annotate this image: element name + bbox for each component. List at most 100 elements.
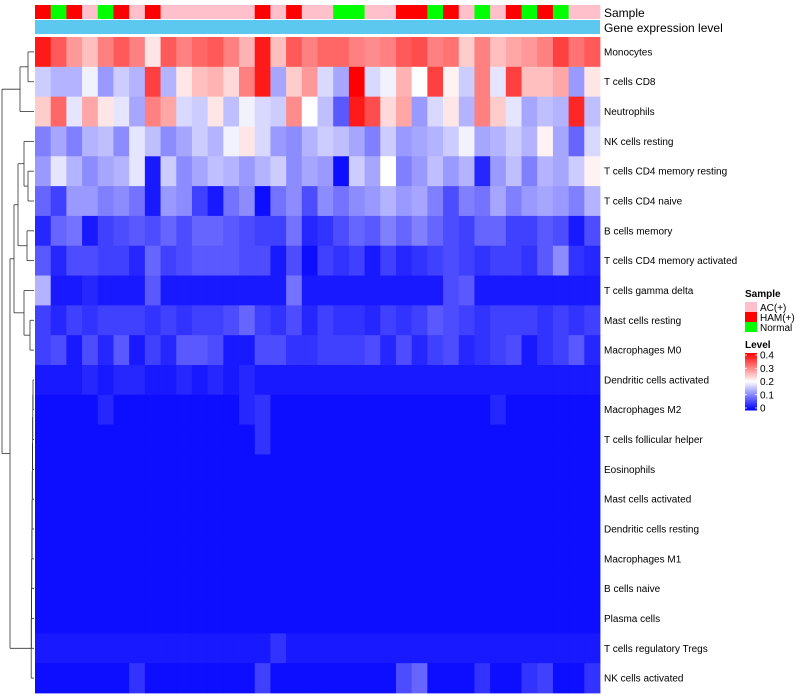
heatmap-cell: [113, 484, 130, 515]
heatmap-cell: [301, 245, 318, 276]
heatmap-cell: [176, 275, 193, 306]
heatmap-cell: [317, 603, 334, 634]
heatmap-cell: [113, 186, 130, 217]
heatmap-cell: [521, 126, 538, 157]
sample-annotation-cell: [160, 5, 177, 19]
heatmap-cell: [191, 543, 209, 575]
heatmap-cell: [160, 514, 177, 545]
heatmap-cell: [176, 156, 193, 187]
heatmap-cell: [474, 335, 491, 366]
heatmap-cell: [584, 66, 601, 98]
heatmap-cell: [35, 484, 52, 515]
level-legend-gradient-step: [745, 367, 757, 370]
heatmap-cell: [176, 454, 193, 485]
heatmap-cell: [207, 603, 224, 634]
heatmap-cell: [160, 335, 177, 366]
heatmap-cell: [521, 335, 538, 366]
heatmap-cell: [333, 424, 350, 455]
heatmap-cell: [35, 573, 52, 604]
heatmap-cell: [490, 543, 507, 575]
heatmap-cell: [286, 156, 303, 187]
heatmap-cell: [348, 543, 365, 575]
heatmap-cell: [474, 275, 491, 306]
sample-annotation-cell: [35, 5, 52, 19]
heatmap-cell: [333, 663, 350, 694]
heatmap-cell: [35, 424, 52, 455]
heatmap-cell: [160, 573, 177, 604]
heatmap-cell: [254, 603, 271, 634]
level-legend-gradient-step: [745, 380, 757, 382]
sample-annotation-cell: [254, 5, 271, 19]
gene-expression-annotation-bar: [35, 20, 600, 34]
heatmap-cell: [144, 335, 161, 366]
level-legend-gradient-step: [745, 391, 757, 394]
heatmap-cell: [317, 543, 334, 575]
heatmap-cell: [411, 365, 428, 396]
heatmap-cell: [411, 215, 428, 247]
heatmap-cell: [254, 663, 271, 694]
heatmap-cell: [348, 424, 365, 455]
heatmap-cell: [333, 573, 350, 604]
heatmap-cell: [443, 66, 460, 98]
heatmap-cell: [348, 663, 365, 694]
heatmap-cells: [35, 37, 601, 694]
heatmap-cell: [505, 156, 522, 187]
heatmap-cell: [521, 275, 538, 306]
heatmap-cell: [97, 156, 114, 187]
heatmap-cell: [191, 215, 209, 247]
heatmap-cell: [129, 215, 146, 247]
sample-annotation-cell: [144, 5, 161, 19]
heatmap-cell: [458, 454, 475, 485]
heatmap-cell: [552, 305, 570, 336]
heatmap-cell: [286, 96, 303, 127]
heatmap-cell: [35, 156, 52, 187]
heatmap-cell: [395, 335, 413, 366]
heatmap-cell: [395, 543, 413, 575]
heatmap-cell: [552, 96, 570, 127]
heatmap-cell: [66, 275, 83, 306]
heatmap-cell: [333, 156, 350, 187]
heatmap-cell: [348, 305, 365, 336]
heatmap-cell: [490, 37, 507, 68]
heatmap-cell: [97, 394, 114, 426]
heatmap-cell: [458, 514, 475, 545]
heatmap-cell: [35, 335, 52, 366]
heatmap-cell: [270, 156, 287, 187]
heatmap-cell: [521, 543, 538, 575]
heatmap-cell: [584, 424, 601, 455]
heatmap-cell: [50, 305, 67, 336]
level-legend-gradient-step: [745, 390, 757, 392]
heatmap-cell: [364, 186, 381, 217]
heatmap-cell: [474, 603, 491, 634]
heatmap-cell: [474, 215, 491, 247]
heatmap-cell: [66, 543, 83, 575]
heatmap-cell: [239, 514, 256, 545]
heatmap-cell: [301, 484, 318, 515]
heatmap-cell: [443, 603, 460, 634]
heatmap-cell: [176, 245, 193, 276]
level-legend-gradient-step: [745, 381, 757, 384]
heatmap-cell: [35, 37, 52, 68]
heatmap-cell: [97, 126, 114, 157]
heatmap-cell: [380, 37, 397, 68]
heatmap-cell: [239, 365, 256, 396]
heatmap-cell: [490, 335, 507, 366]
heatmap-cell: [160, 215, 177, 247]
heatmap-cell: [223, 663, 240, 694]
heatmap-cell: [286, 335, 303, 366]
heatmap-cell: [521, 305, 538, 336]
heatmap-cell: [66, 245, 83, 276]
heatmap-cell: [144, 156, 161, 187]
heatmap-cell: [474, 514, 491, 545]
heatmap-cell: [176, 365, 193, 396]
heatmap-cell: [113, 245, 130, 276]
heatmap-cell: [552, 275, 570, 306]
heatmap-cell: [50, 186, 67, 217]
heatmap-cell: [223, 543, 240, 575]
heatmap-cell: [552, 66, 570, 98]
row-label: T cells CD4 memory activated: [604, 256, 737, 267]
heatmap-cell: [66, 633, 83, 664]
heatmap-cell: [552, 514, 570, 545]
heatmap-cell: [144, 37, 161, 68]
heatmap-cell: [333, 514, 350, 545]
